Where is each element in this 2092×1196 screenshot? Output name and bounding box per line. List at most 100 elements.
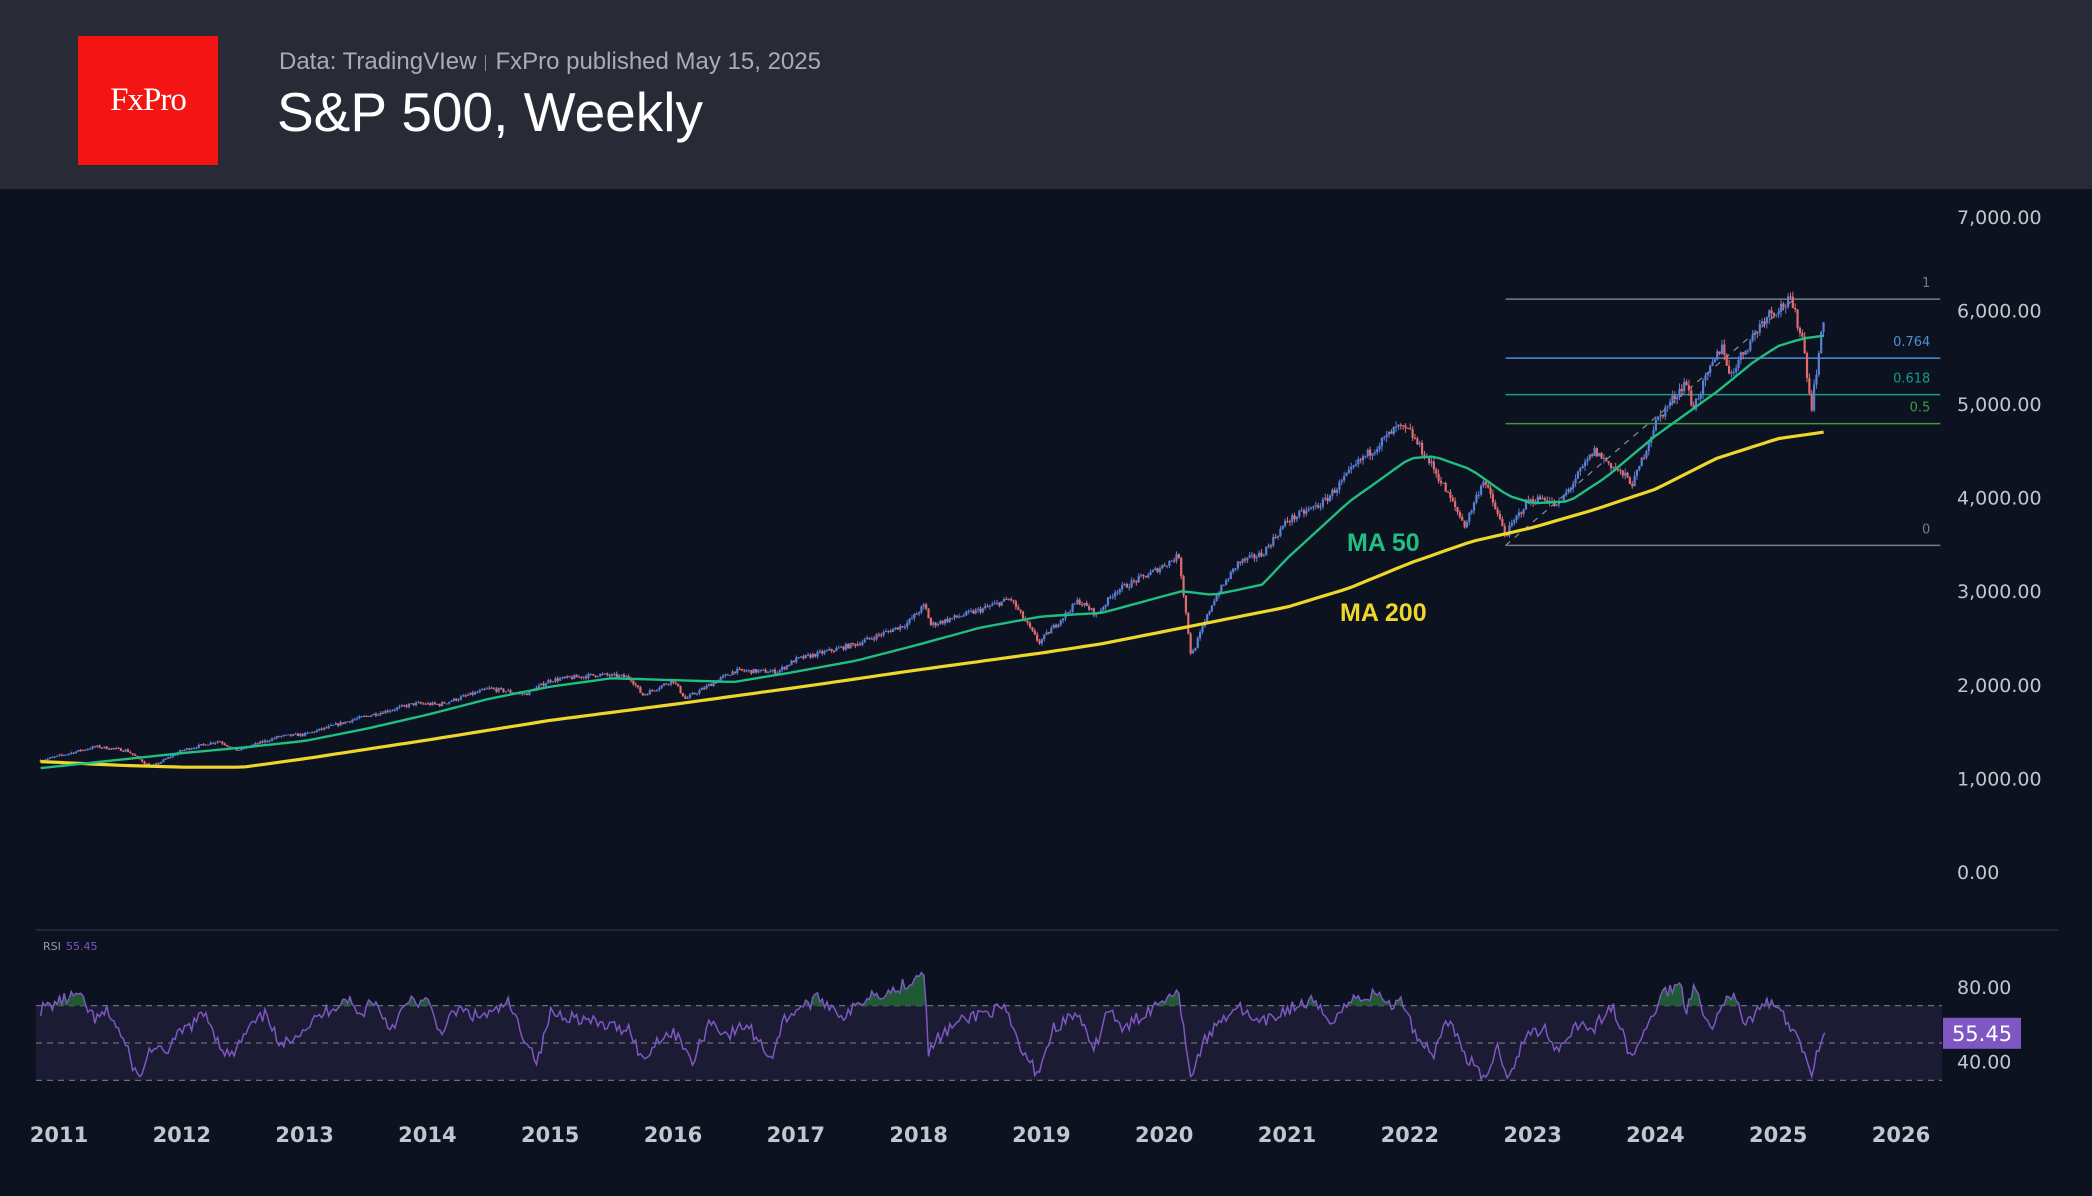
candle-body bbox=[710, 684, 713, 686]
candle-body bbox=[507, 690, 510, 692]
candle-body bbox=[705, 685, 708, 689]
candle-body bbox=[1664, 407, 1667, 417]
candle-body bbox=[436, 703, 439, 705]
candle-body bbox=[540, 683, 543, 686]
candle-body bbox=[1498, 513, 1502, 520]
candle-body bbox=[1463, 520, 1466, 528]
price-tick-label: 3,000.00 bbox=[1957, 581, 2042, 603]
candle-body bbox=[266, 740, 269, 742]
candle-body bbox=[844, 644, 847, 650]
candle-body bbox=[729, 675, 732, 677]
candle-body bbox=[1638, 466, 1641, 470]
price-tick-label: 5,000.00 bbox=[1957, 394, 2042, 416]
candle-body bbox=[563, 677, 566, 679]
candle-body bbox=[910, 618, 914, 620]
candle-body bbox=[1066, 612, 1069, 614]
candle-body bbox=[1673, 395, 1676, 400]
candle-body bbox=[936, 624, 940, 626]
rsi-pane: 80.00 40.00 55.45 bbox=[36, 971, 2021, 1082]
candle-body bbox=[386, 710, 389, 712]
candle-body bbox=[806, 654, 810, 656]
candle-body bbox=[1657, 416, 1660, 420]
candle-body bbox=[1588, 454, 1591, 460]
candle-body bbox=[889, 630, 892, 633]
candle-body bbox=[1276, 536, 1280, 538]
candle-body bbox=[1605, 458, 1608, 462]
candle-body bbox=[351, 719, 354, 723]
candle-body bbox=[1572, 483, 1575, 488]
candle-body bbox=[1262, 555, 1265, 557]
time-axis: 2011 2012 2013 2014 2015 2016 2017 2018 2019 2020… bbox=[30, 1123, 1930, 1147]
candle-body bbox=[221, 741, 224, 744]
candle-body bbox=[1711, 361, 1714, 366]
candle-body bbox=[440, 702, 444, 706]
candle-body bbox=[868, 637, 871, 639]
candle-body bbox=[214, 742, 217, 744]
candle-body bbox=[1307, 508, 1310, 511]
candle-body bbox=[1583, 461, 1587, 467]
candle-body bbox=[1791, 296, 1794, 308]
candle-body bbox=[483, 688, 486, 690]
candle-body bbox=[549, 680, 552, 682]
candle-body bbox=[363, 715, 366, 717]
candle-body bbox=[105, 746, 108, 750]
candle-body bbox=[648, 690, 651, 695]
candle-body bbox=[1045, 632, 1048, 635]
candle-body bbox=[1010, 599, 1013, 601]
candle-body bbox=[1258, 552, 1261, 558]
candle-body bbox=[547, 680, 550, 684]
candle-body bbox=[327, 725, 330, 728]
candle-body bbox=[424, 703, 427, 705]
candle-body bbox=[178, 750, 182, 753]
candle-body bbox=[1418, 442, 1421, 445]
candle-body bbox=[46, 758, 49, 760]
candle-body bbox=[972, 610, 975, 614]
candle-body bbox=[1444, 482, 1447, 492]
candle-body bbox=[1243, 559, 1247, 561]
candle-body bbox=[1319, 506, 1322, 508]
candle-body bbox=[1007, 599, 1010, 601]
candle-body bbox=[816, 651, 819, 657]
candle-body bbox=[1102, 607, 1105, 611]
fibonacci-retracement[interactable]: 1 0.764 0.618 0.5 0 bbox=[1505, 276, 1941, 547]
candle-body bbox=[1182, 576, 1185, 596]
candle-body bbox=[1546, 500, 1549, 503]
candle-body bbox=[1628, 477, 1631, 484]
candle-body bbox=[419, 702, 422, 704]
candle-body bbox=[582, 676, 585, 678]
candle-body bbox=[832, 650, 836, 652]
candle-body bbox=[1491, 494, 1495, 503]
candle-body bbox=[1761, 321, 1764, 325]
price-chart[interactable]: 7,000.00 6,000.00 5,000.00 4,000.00 3,000.00… bbox=[0, 189, 2092, 1196]
candle-body bbox=[89, 748, 92, 750]
candle-body bbox=[1402, 425, 1405, 427]
candle-body bbox=[932, 622, 935, 625]
candle-body bbox=[1196, 638, 1199, 649]
candle-body bbox=[1149, 571, 1152, 576]
candle-body bbox=[488, 687, 491, 689]
header: FxPro Data: TradingVIew FxPro published M… bbox=[0, 0, 2092, 189]
candle-body bbox=[1376, 449, 1379, 453]
candle-body bbox=[39, 760, 42, 762]
price-tick-label: 0.00 bbox=[1957, 862, 1999, 884]
price-tick-label: 6,000.00 bbox=[1957, 300, 2042, 322]
candle-body bbox=[1768, 310, 1771, 318]
candle-body bbox=[965, 611, 968, 616]
candle-body bbox=[1142, 574, 1145, 576]
candle-body bbox=[1531, 499, 1535, 504]
candle-body bbox=[974, 609, 977, 614]
candle-body bbox=[896, 627, 899, 630]
candle-body bbox=[1071, 603, 1074, 612]
candle-body bbox=[1350, 466, 1353, 470]
candle-body bbox=[388, 710, 392, 712]
candle-body bbox=[1543, 498, 1546, 501]
candle-body bbox=[1645, 451, 1648, 458]
candle-body bbox=[429, 703, 432, 706]
candle-body bbox=[1616, 469, 1620, 471]
candle-body bbox=[1321, 499, 1324, 507]
candle-body bbox=[1177, 554, 1180, 559]
candle-body bbox=[1758, 324, 1761, 333]
candle-body bbox=[1104, 604, 1107, 608]
candle-body bbox=[372, 713, 375, 716]
candle-body bbox=[613, 673, 616, 675]
